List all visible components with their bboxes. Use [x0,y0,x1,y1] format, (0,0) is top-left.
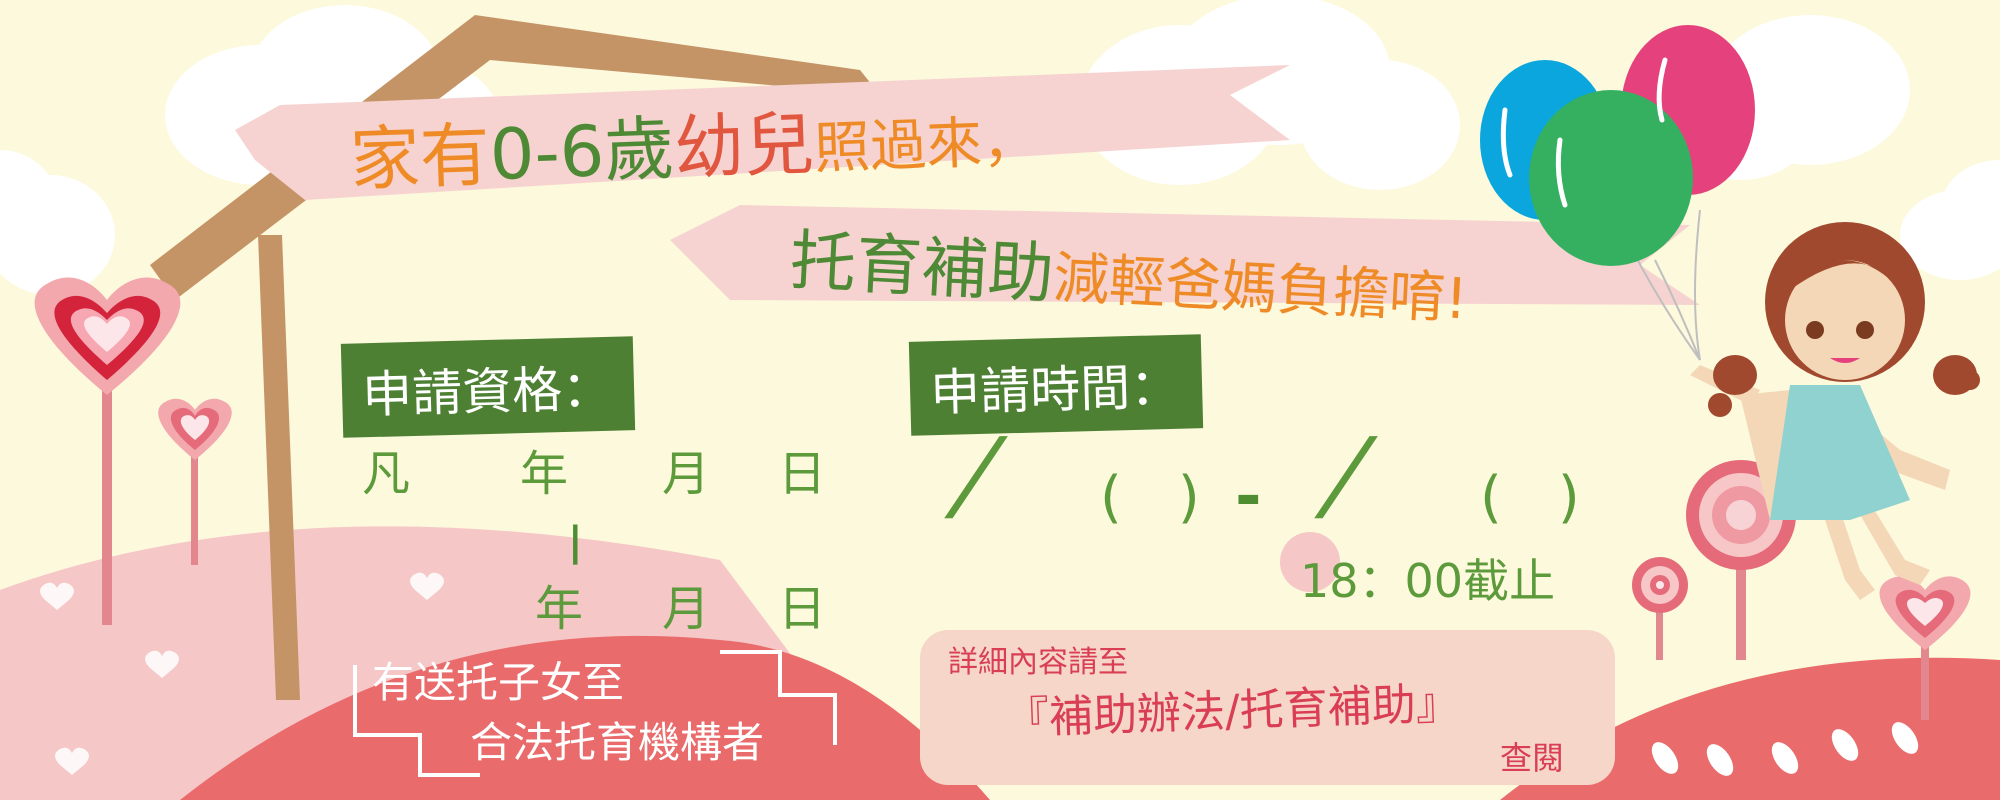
eligibility-dash: | [568,519,583,565]
eligibility-to-month: 月 [662,581,711,637]
schedule-paren-1: ( ) [1100,465,1200,530]
eligibility-to-year: 年 [535,581,584,637]
deadline-dot [1280,532,1340,592]
eligibility-condition-line1: 有送托子女至 [372,658,625,707]
center-hill [180,635,990,800]
eligibility-label: 申請資格： [340,336,636,438]
schedule-dash: - [1235,460,1262,534]
headline-word: 照過來， [813,108,1040,182]
eligibility-prefix: 凡 [362,446,411,502]
girl-illustration [1690,222,1980,600]
schedule-paren-2: ( ) [1480,465,1580,530]
balloons [1480,25,1755,361]
eligibility-month: 月 [662,446,711,502]
headline-age: 0-6 [488,110,606,197]
hill-hearts [40,572,444,775]
headline-word: 家有 [348,114,492,201]
heart-lollipop-small [158,398,232,565]
banner-bottom [670,205,1700,305]
condition-frame [353,650,837,777]
eligibility-condition-line2: 合法托育機構者 [470,718,765,767]
headline-word: 托育補助 [788,222,1056,313]
headline-word: 幼兒 [672,102,816,190]
right-hill [1500,657,2000,800]
details-box [920,630,1615,785]
eligibility-to-day: 日 [778,581,827,637]
hill-dashes [1651,722,1919,776]
banner-top [235,65,1290,200]
schedule-deadline: 18：00截止 [1300,554,1556,608]
eligibility-day: 日 [778,446,827,502]
target-lollipop-small [1632,557,1688,660]
heart-lollipop-right [1879,576,1971,720]
headline-word: 歲 [602,107,676,193]
details-suffix: 查閱 [1500,739,1565,777]
schedule-label: 申請時間： [908,334,1204,436]
details-intro: 詳細內容請至 [948,645,1128,680]
heart-lollipop-left [34,277,181,625]
eligibility-year: 年 [520,446,569,502]
